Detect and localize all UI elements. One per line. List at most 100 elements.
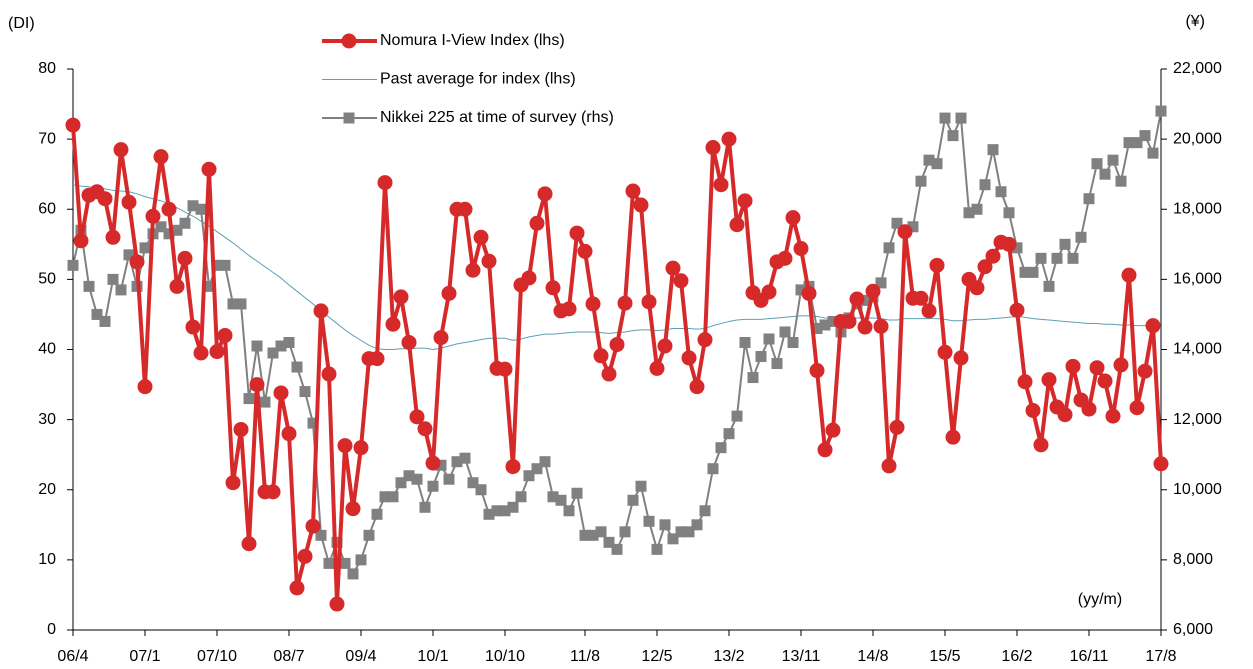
x-axis-label: (yy/m) — [1078, 591, 1122, 608]
data-point — [169, 278, 185, 294]
data-point — [1123, 137, 1135, 149]
y2-tick-label: 10,000 — [1173, 481, 1222, 498]
data-point — [705, 140, 721, 156]
data-point — [915, 175, 927, 187]
data-point — [897, 224, 913, 240]
data-point — [891, 217, 903, 229]
data-point — [505, 459, 521, 475]
data-point — [185, 319, 201, 335]
data-point — [841, 313, 857, 329]
data-point — [267, 347, 279, 359]
data-point — [329, 596, 345, 612]
data-point — [113, 142, 129, 158]
data-point — [1001, 236, 1017, 252]
data-point — [337, 438, 353, 454]
data-point — [225, 475, 241, 491]
data-point — [721, 131, 737, 147]
data-point — [259, 396, 271, 408]
data-point — [657, 338, 673, 354]
data-point — [929, 257, 945, 273]
data-point — [785, 210, 801, 226]
data-point — [417, 421, 433, 437]
y2-tick-label: 20,000 — [1173, 130, 1222, 147]
data-point — [291, 361, 303, 373]
data-point — [609, 337, 625, 353]
x-tick-label: 13/11 — [782, 648, 821, 665]
data-point — [403, 470, 415, 482]
data-point — [787, 336, 799, 348]
data-point — [889, 419, 905, 435]
data-point — [411, 473, 423, 485]
legend-label: Nikkei 225 at time of survey (rhs) — [380, 109, 614, 126]
data-point — [801, 285, 817, 301]
data-point — [873, 318, 889, 334]
data-point — [779, 326, 791, 338]
data-point — [985, 248, 1001, 264]
data-point — [595, 526, 607, 538]
data-point — [507, 501, 519, 513]
data-point — [65, 117, 81, 133]
data-point — [129, 254, 145, 270]
data-point — [1009, 302, 1025, 318]
y2-tick-label: 18,000 — [1173, 200, 1222, 217]
data-point — [811, 322, 823, 334]
data-point — [795, 284, 807, 296]
data-point — [67, 259, 79, 271]
data-point — [441, 285, 457, 301]
data-point — [817, 442, 833, 458]
data-point — [171, 224, 183, 236]
y-tick-label: 10 — [38, 551, 56, 568]
data-point — [931, 158, 943, 170]
data-point — [1003, 207, 1015, 219]
data-point — [1033, 437, 1049, 453]
data-point — [1137, 363, 1153, 379]
data-point — [585, 296, 601, 312]
data-point — [849, 291, 865, 307]
data-point — [665, 260, 681, 276]
data-point — [555, 494, 567, 506]
data-point — [1113, 357, 1129, 373]
data-point — [827, 315, 839, 327]
data-point — [739, 336, 751, 348]
data-point — [121, 194, 137, 210]
data-point — [515, 491, 527, 503]
data-point — [531, 463, 543, 475]
series-line — [72, 184, 1161, 350]
data-point — [859, 294, 871, 306]
data-point — [673, 273, 689, 289]
data-point — [1091, 158, 1103, 170]
data-point — [99, 315, 111, 327]
data-point — [689, 379, 705, 395]
data-point — [731, 410, 743, 422]
data-point — [523, 470, 535, 482]
data-point — [947, 130, 959, 142]
data-point — [433, 330, 449, 346]
data-point — [331, 536, 343, 548]
data-point — [675, 526, 687, 538]
data-point — [1019, 266, 1031, 278]
data-point — [747, 372, 759, 384]
data-point — [1043, 280, 1055, 292]
data-point — [963, 207, 975, 219]
data-point — [483, 508, 495, 520]
data-point — [97, 191, 113, 207]
data-point — [355, 554, 367, 566]
data-point — [627, 494, 639, 506]
data-point — [115, 284, 127, 296]
data-point — [193, 345, 209, 361]
data-point — [219, 259, 231, 271]
data-point — [1081, 401, 1097, 417]
data-point — [153, 149, 169, 165]
data-point — [273, 385, 289, 401]
x-tick-label: 06/4 — [57, 648, 88, 665]
data-point — [945, 429, 961, 445]
data-point — [691, 519, 703, 531]
data-point — [233, 421, 249, 437]
y2-tick-label: 12,000 — [1173, 411, 1222, 428]
data-point — [611, 543, 623, 555]
data-point — [393, 289, 409, 305]
data-point — [563, 505, 575, 517]
data-point — [995, 186, 1007, 198]
data-point — [187, 200, 199, 212]
